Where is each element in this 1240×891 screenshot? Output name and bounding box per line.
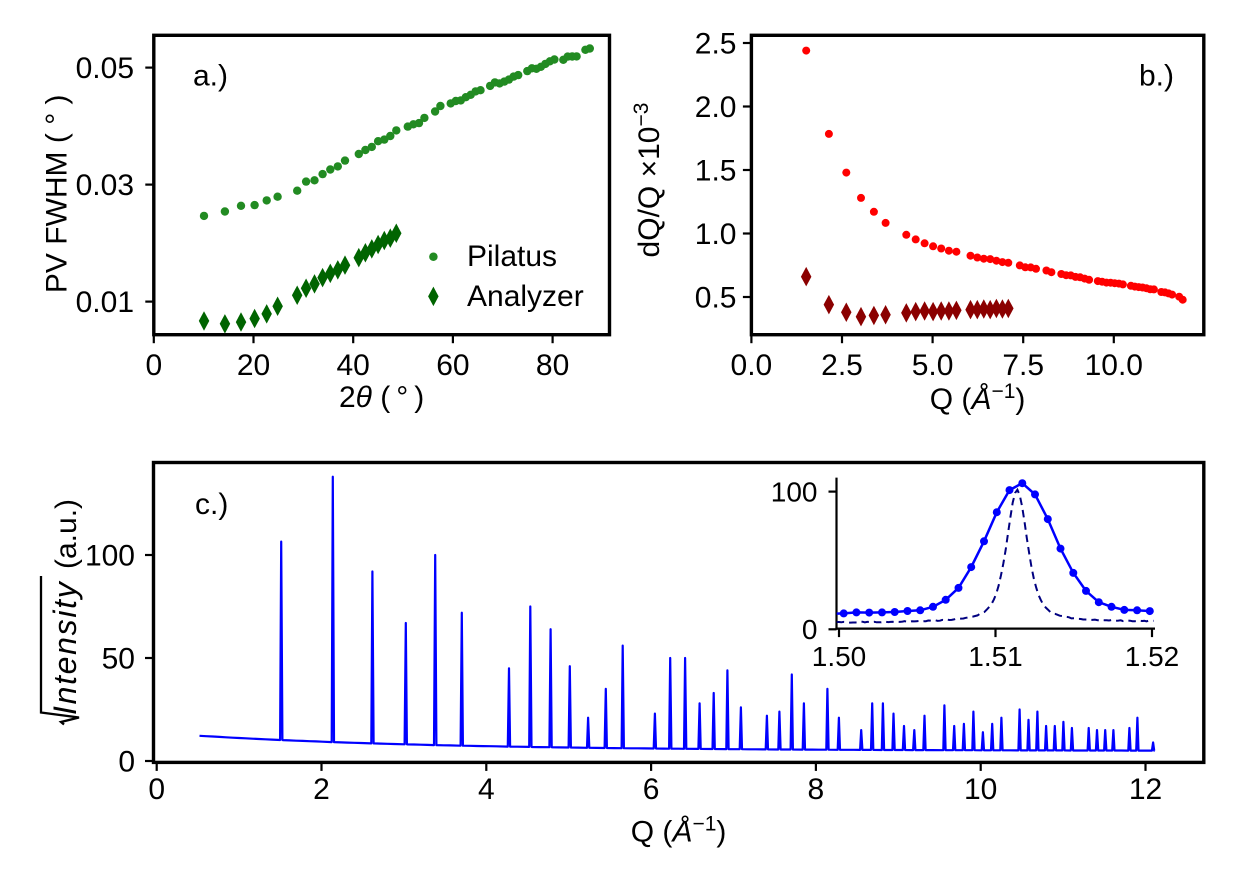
svg-text:Analyzer: Analyzer <box>467 280 584 313</box>
svg-text:PV FWHM ( ° ): PV FWHM ( ° ) <box>41 94 74 293</box>
svg-text:12: 12 <box>1129 773 1162 806</box>
svg-text:8: 8 <box>808 773 825 806</box>
svg-text:1.51: 1.51 <box>968 641 1023 672</box>
svg-text:0: 0 <box>802 614 818 645</box>
svg-text:2.5: 2.5 <box>695 27 737 60</box>
svg-text:b.): b.) <box>1139 60 1174 93</box>
svg-text:0.05: 0.05 <box>76 52 134 85</box>
svg-text:100: 100 <box>85 539 135 572</box>
svg-text:4: 4 <box>478 773 495 806</box>
svg-text:dQ/Q ×10−3: dQ/Q ×10−3 <box>630 103 666 258</box>
svg-text:1.52: 1.52 <box>1125 641 1180 672</box>
svg-text:1.5: 1.5 <box>695 154 737 187</box>
svg-text:100: 100 <box>771 476 818 507</box>
svg-text:5.0: 5.0 <box>912 349 954 382</box>
svg-text:1.50: 1.50 <box>812 641 867 672</box>
svg-text:0: 0 <box>148 773 165 806</box>
svg-text:Intensity: Intensity <box>47 580 83 715</box>
svg-text:Pilatus: Pilatus <box>467 240 557 273</box>
svg-text:1.0: 1.0 <box>695 218 737 251</box>
svg-text:2: 2 <box>313 773 330 806</box>
svg-text:10: 10 <box>964 773 997 806</box>
svg-text:50: 50 <box>102 642 135 675</box>
svg-text:0.5: 0.5 <box>695 281 737 314</box>
svg-text:6: 6 <box>643 773 660 806</box>
svg-text:0.0: 0.0 <box>731 349 773 382</box>
svg-text:2θ ( ° ): 2θ ( ° ) <box>339 381 424 414</box>
svg-text:Q (Å−1): Q (Å−1) <box>930 380 1026 416</box>
svg-text:0.03: 0.03 <box>76 169 134 202</box>
svg-text:2.5: 2.5 <box>821 349 863 382</box>
svg-text:(a.u.): (a.u.) <box>50 499 83 569</box>
svg-text:0: 0 <box>118 745 135 778</box>
svg-text:0: 0 <box>145 349 162 382</box>
svg-text:2.0: 2.0 <box>695 91 737 124</box>
svg-text:60: 60 <box>436 349 469 382</box>
svg-text:7.5: 7.5 <box>1002 349 1044 382</box>
svg-text:a.): a.) <box>193 60 228 93</box>
svg-text:c.): c.) <box>195 488 228 521</box>
svg-text:10.0: 10.0 <box>1085 349 1143 382</box>
svg-text:40: 40 <box>337 349 370 382</box>
svg-text:80: 80 <box>536 349 569 382</box>
svg-text:20: 20 <box>237 349 270 382</box>
svg-text:0.01: 0.01 <box>76 286 134 319</box>
